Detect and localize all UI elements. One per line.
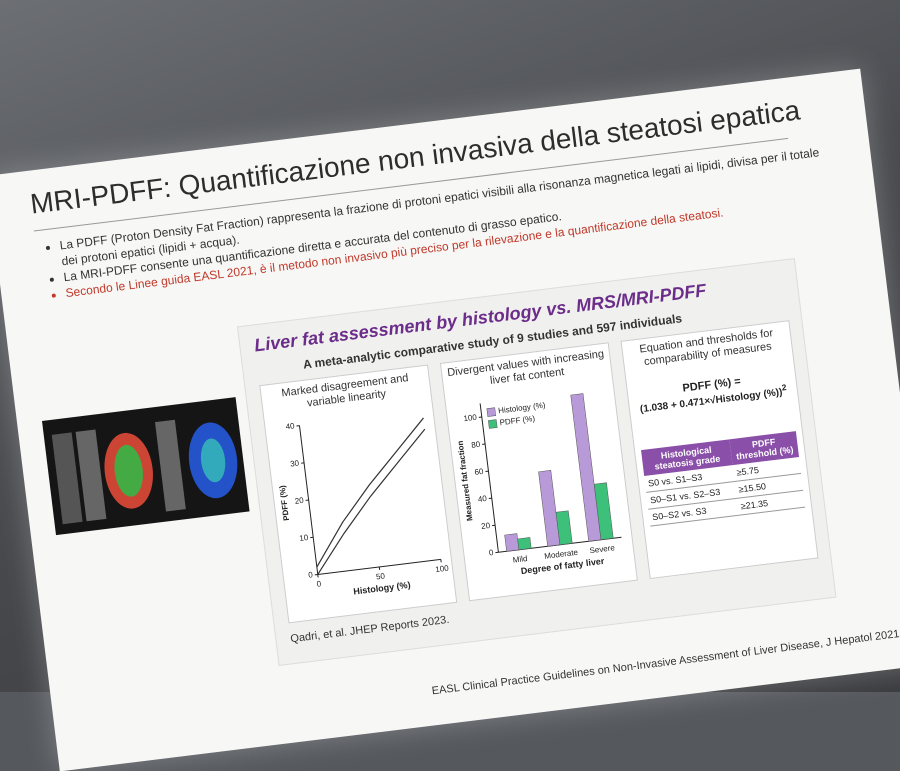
panel-heading: Equation and thresholds for comparabilit…	[626, 326, 788, 371]
y-tick-label: 40	[285, 421, 295, 431]
panel: Equation and thresholds for comparabilit…	[621, 320, 819, 579]
curve	[300, 418, 440, 567]
threshold-table: Histological steatosis grade PDFF thresh…	[641, 431, 805, 526]
legend-label: PDFF (%)	[499, 414, 536, 427]
x-tick-label: 0	[316, 579, 322, 589]
curve	[302, 429, 441, 574]
bar	[571, 394, 601, 542]
legend-swatch	[487, 408, 496, 417]
panel: Divergent values with increasing liver f…	[440, 342, 638, 601]
x-axis-label: Histology (%)	[353, 580, 411, 597]
y-tick-label: 40	[477, 494, 487, 504]
slide: MRI-PDFF: Quantificazione non invasiva d…	[0, 69, 900, 771]
x-tick-label: 50	[376, 571, 386, 581]
y-tick-label: 10	[299, 533, 309, 543]
x-tick-label: Mild	[512, 554, 528, 565]
y-tick-label: 20	[481, 521, 491, 531]
x-axis-label: Degree of fatty liver	[520, 556, 605, 576]
line-chart: 0 10 20 30 40 PDFF (%) Histology (%) 0 50 100	[265, 401, 456, 620]
bar	[505, 534, 519, 552]
y-tick-label: 30	[290, 459, 300, 469]
figure: Liver fat assessment by histology vs. MR…	[237, 258, 836, 666]
y-tick-label: 60	[474, 467, 484, 477]
bar-chart: 0 20 40 60 80 100 Measured fat fraction Degree …	[445, 379, 636, 598]
bar	[518, 537, 532, 549]
mri-images	[42, 397, 250, 535]
x-tick-label: Severe	[589, 543, 616, 555]
y-tick-label: 0	[308, 570, 314, 580]
legend-swatch	[488, 420, 497, 429]
y-axis-label: Measured fat fraction	[456, 440, 475, 522]
equation-exponent: 2	[781, 382, 787, 392]
equation: PDFF (%) = (1.038 + 0.471×√Histology (%)…	[633, 370, 791, 416]
bar	[539, 470, 560, 546]
y-tick-label: 0	[488, 548, 494, 558]
x-tick-label: 100	[435, 564, 450, 575]
slice-strip	[155, 420, 186, 512]
mri-thumbnails	[42, 397, 250, 535]
panel: Marked disagreement and variable lineari…	[259, 364, 457, 623]
y-tick-label: 80	[471, 440, 481, 450]
y-axis-label: PDFF (%)	[278, 484, 291, 521]
y-tick-label: 20	[294, 496, 304, 506]
legend-label: Histology (%)	[498, 401, 547, 416]
y-tick-label: 100	[463, 413, 478, 424]
page: MRI-PDFF: Quantificazione non invasiva d…	[0, 0, 900, 692]
